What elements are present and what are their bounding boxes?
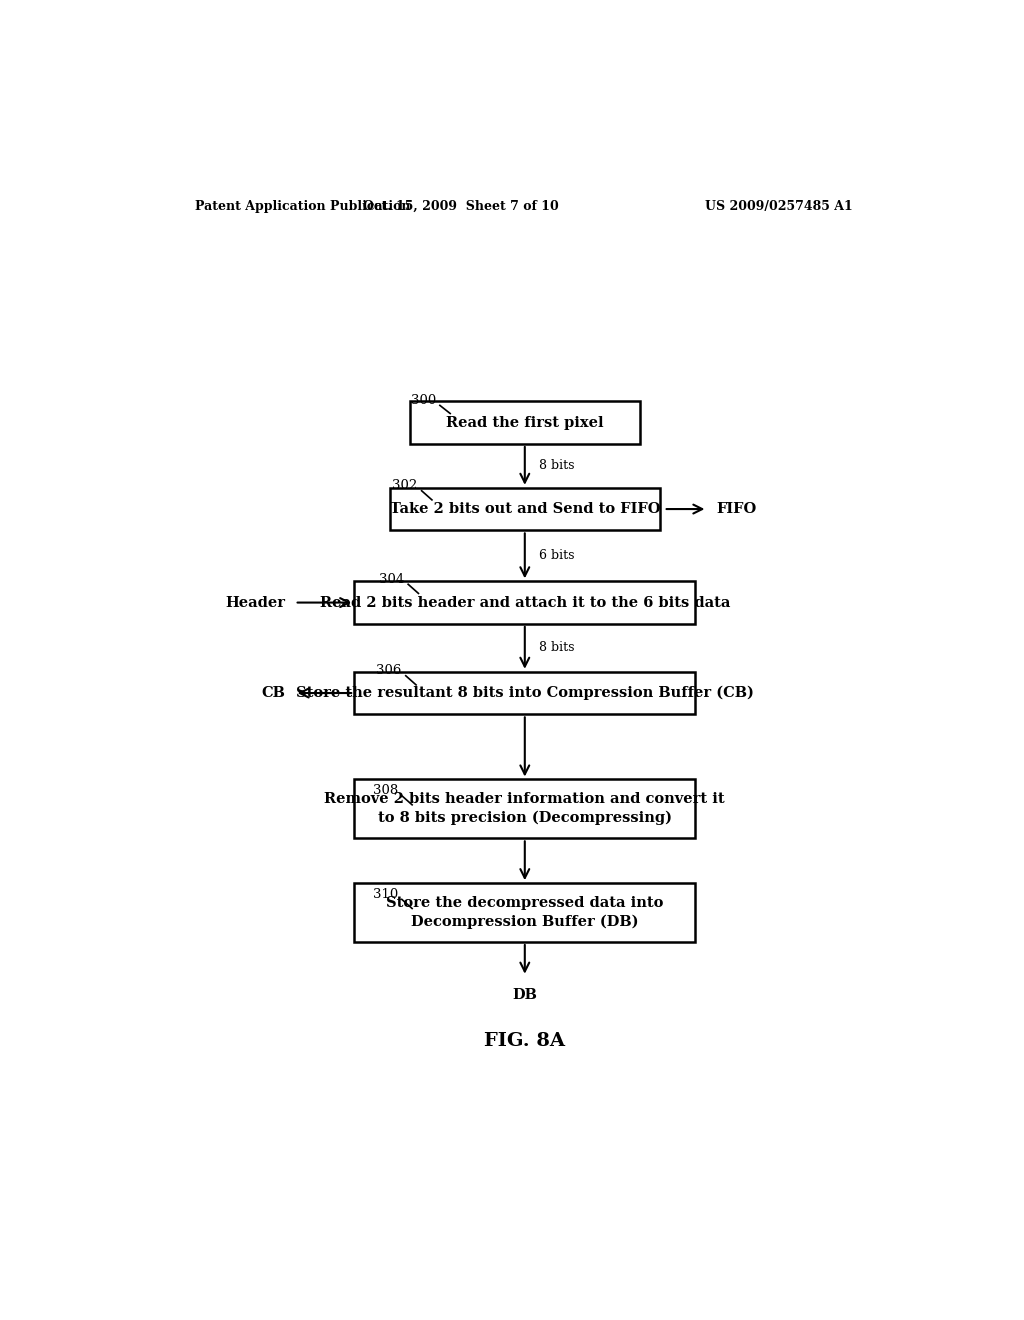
Text: 8 bits: 8 bits bbox=[539, 459, 574, 473]
Text: US 2009/0257485 A1: US 2009/0257485 A1 bbox=[705, 199, 853, 213]
Bar bbox=[354, 672, 695, 714]
Text: 300: 300 bbox=[411, 393, 436, 407]
Text: 6 bits: 6 bits bbox=[539, 549, 574, 562]
Text: 308: 308 bbox=[373, 784, 397, 797]
Text: 304: 304 bbox=[379, 573, 404, 586]
Text: FIG. 8A: FIG. 8A bbox=[484, 1032, 565, 1049]
Bar bbox=[410, 401, 640, 444]
Text: 302: 302 bbox=[392, 479, 418, 492]
Text: Take 2 bits out and Send to FIFO: Take 2 bits out and Send to FIFO bbox=[389, 502, 660, 516]
Bar bbox=[354, 581, 695, 624]
Text: Oct. 15, 2009  Sheet 7 of 10: Oct. 15, 2009 Sheet 7 of 10 bbox=[364, 199, 559, 213]
Bar bbox=[354, 779, 695, 838]
Bar bbox=[390, 487, 659, 531]
Text: Read the first pixel: Read the first pixel bbox=[446, 416, 603, 430]
Bar bbox=[354, 883, 695, 942]
Text: Store the resultant 8 bits into Compression Buffer (CB): Store the resultant 8 bits into Compress… bbox=[296, 686, 754, 700]
Text: Read 2 bits header and attach it to the 6 bits data: Read 2 bits header and attach it to the … bbox=[319, 595, 730, 610]
Text: 8 bits: 8 bits bbox=[539, 642, 574, 655]
Text: DB: DB bbox=[512, 987, 538, 1002]
Text: Remove 2 bits header information and convert it
to 8 bits precision (Decompressi: Remove 2 bits header information and con… bbox=[325, 792, 725, 825]
Text: 310: 310 bbox=[373, 888, 397, 900]
Text: Patent Application Publication: Patent Application Publication bbox=[196, 199, 411, 213]
Text: Store the decompressed data into
Decompression Buffer (DB): Store the decompressed data into Decompr… bbox=[386, 896, 664, 929]
Text: 306: 306 bbox=[377, 664, 401, 677]
Text: Header: Header bbox=[225, 595, 285, 610]
Text: CB: CB bbox=[261, 686, 285, 700]
Text: FIFO: FIFO bbox=[717, 502, 757, 516]
